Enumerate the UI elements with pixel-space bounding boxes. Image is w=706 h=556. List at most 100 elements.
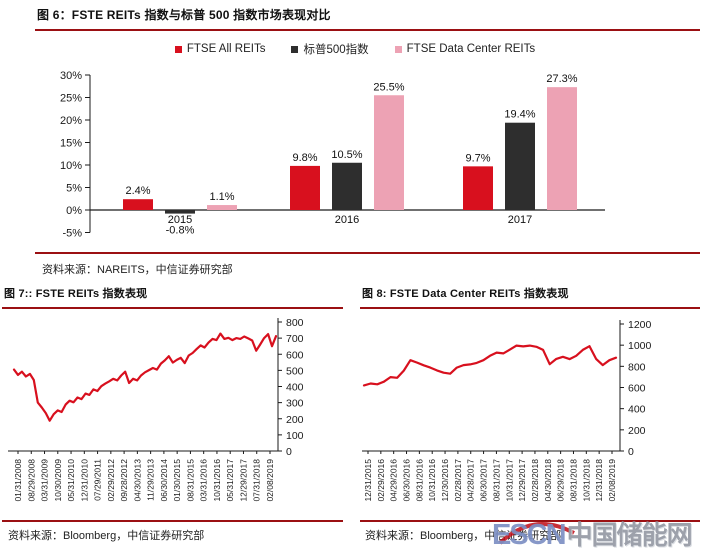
figure8-title: 图 8: FSTE Data Center REITs 指数表现: [360, 281, 700, 309]
svg-text:06/30/2014: 06/30/2014: [159, 459, 169, 502]
svg-text:11/29/2013: 11/29/2013: [146, 459, 156, 501]
legend-label: FTSE Data Center REITs: [406, 43, 536, 55]
figure7-separator: [2, 520, 343, 522]
svg-text:19.4%: 19.4%: [504, 109, 535, 121]
svg-text:08/31/2015: 08/31/2015: [185, 459, 195, 502]
svg-text:04/30/2013: 04/30/2013: [132, 459, 142, 502]
legend-swatch-icon: [394, 45, 402, 53]
svg-text:08/31/2017: 08/31/2017: [491, 459, 501, 502]
figure6-separator: [35, 252, 700, 254]
svg-text:400: 400: [286, 382, 304, 394]
figure6-source: 资料来源：NAREITS，中信证券研究部: [42, 264, 233, 276]
svg-text:600: 600: [628, 383, 646, 395]
svg-text:06/29/2018: 06/29/2018: [556, 459, 566, 502]
svg-text:400: 400: [628, 404, 646, 416]
svg-text:09/28/2012: 09/28/2012: [119, 459, 129, 502]
figure7-title: 图 7:: FSTE REITs 指数表现: [2, 281, 343, 309]
svg-text:1.1%: 1.1%: [209, 191, 234, 203]
svg-text:03/31/2016: 03/31/2016: [199, 459, 209, 502]
svg-text:9.7%: 9.7%: [465, 152, 490, 164]
figure6-legend: FTSE All REITs 标普500指数 FTSE Data Center RE…: [35, 41, 675, 57]
svg-text:12/31/2010: 12/31/2010: [79, 459, 89, 502]
legend-item: FTSE Data Center REITs: [394, 43, 536, 55]
svg-text:200: 200: [628, 425, 646, 437]
svg-text:700: 700: [286, 333, 304, 345]
svg-text:12/29/2017: 12/29/2017: [517, 459, 527, 502]
figure7-source: 资料来源：Bloomberg，中信证券研究部: [8, 530, 205, 542]
svg-text:02/08/2019: 02/08/2019: [607, 459, 617, 502]
svg-text:2016: 2016: [335, 214, 359, 226]
svg-text:04/28/2017: 04/28/2017: [466, 459, 476, 502]
legend-label: 标普500指数: [303, 44, 369, 56]
svg-text:9.8%: 9.8%: [292, 152, 317, 164]
svg-text:08/31/2016: 08/31/2016: [414, 459, 424, 502]
svg-text:02/29/2016: 02/29/2016: [376, 459, 386, 502]
svg-text:20%: 20%: [60, 115, 82, 127]
svg-text:-5%: -5%: [62, 228, 82, 240]
svg-text:12/31/2015: 12/31/2015: [363, 459, 373, 502]
svg-text:10/31/2017: 10/31/2017: [504, 459, 514, 502]
svg-text:300: 300: [286, 398, 304, 410]
figure6-bar-chart: 30% 25% 20% 15% 10% 5% 0% -5% 2.4% -0.8% 1.1% 2015 9…: [60, 70, 605, 240]
legend-item: FTSE All REITs: [174, 43, 266, 55]
svg-text:10%: 10%: [60, 160, 82, 172]
svg-text:07/31/2018: 07/31/2018: [252, 459, 262, 502]
svg-text:0: 0: [628, 446, 634, 458]
legend-swatch-icon: [291, 45, 299, 53]
svg-text:12/29/2017: 12/29/2017: [238, 459, 248, 502]
svg-text:15%: 15%: [60, 138, 82, 150]
legend-label: FTSE All REITs: [186, 43, 266, 55]
svg-text:25%: 25%: [60, 93, 82, 105]
watermark-cjk-text: 中国储能网: [566, 520, 693, 550]
svg-text:07/29/2011: 07/29/2011: [93, 459, 103, 501]
svg-text:1200: 1200: [628, 319, 652, 331]
legend-swatch-icon: [174, 45, 182, 53]
svg-text:100: 100: [286, 430, 304, 442]
svg-text:-0.8%: -0.8%: [166, 225, 195, 237]
svg-text:10/31/2016: 10/31/2016: [427, 459, 437, 502]
svg-text:2017: 2017: [508, 214, 532, 226]
svg-text:06/30/2016: 06/30/2016: [402, 459, 412, 502]
svg-text:02/29/2012: 02/29/2012: [106, 459, 116, 502]
svg-text:04/29/2016: 04/29/2016: [389, 459, 399, 502]
svg-text:05/31/2010: 05/31/2010: [66, 459, 76, 502]
svg-text:12/30/2016: 12/30/2016: [440, 459, 450, 502]
svg-text:02/28/2018: 02/28/2018: [530, 459, 540, 502]
figure8-line-chart: 1200 1000 800 600 400 200 0 12/31/2015 02/29/201…: [362, 319, 652, 502]
svg-text:04/30/2018: 04/30/2018: [543, 459, 553, 502]
svg-text:12/31/2018: 12/31/2018: [594, 459, 604, 502]
figure6-title: 图 6：FSTE REITs 指数与标普 500 指数市场表现对比: [35, 2, 700, 31]
svg-text:10/30/2009: 10/30/2009: [53, 459, 63, 502]
svg-text:800: 800: [628, 361, 646, 373]
svg-text:800: 800: [286, 317, 304, 329]
figure8-source: 资料来源：Bloomberg，中信证券研究部: [365, 530, 562, 542]
svg-text:10/31/2016: 10/31/2016: [212, 459, 222, 502]
svg-text:02/28/2017: 02/28/2017: [453, 459, 463, 502]
svg-text:5%: 5%: [66, 183, 82, 195]
svg-text:25.5%: 25.5%: [373, 81, 404, 93]
svg-text:1000: 1000: [628, 340, 652, 352]
svg-text:01/30/2015: 01/30/2015: [172, 459, 182, 502]
svg-text:06/30/2017: 06/30/2017: [479, 459, 489, 502]
svg-text:200: 200: [286, 414, 304, 426]
svg-text:10.5%: 10.5%: [331, 149, 362, 161]
figure8-separator: [360, 520, 700, 522]
svg-text:30%: 30%: [60, 70, 82, 82]
svg-text:08/29/2008: 08/29/2008: [26, 459, 36, 502]
svg-text:0%: 0%: [66, 205, 82, 217]
svg-text:01/31/2008: 01/31/2008: [13, 459, 23, 502]
svg-text:05/31/2017: 05/31/2017: [225, 459, 235, 502]
svg-text:10/31/2018: 10/31/2018: [581, 459, 591, 502]
svg-text:2.4%: 2.4%: [125, 185, 150, 197]
svg-text:02/08/2019: 02/08/2019: [265, 459, 275, 502]
figure7-line-chart: 800 700 600 500 400 300 200 100 0 01/31/2008 08/29…: [8, 317, 304, 502]
svg-text:600: 600: [286, 349, 304, 361]
legend-item: 标普500指数: [291, 41, 369, 57]
svg-text:500: 500: [286, 365, 304, 377]
svg-text:08/31/2018: 08/31/2018: [568, 459, 578, 502]
svg-text:0: 0: [286, 446, 292, 458]
svg-text:03/31/2009: 03/31/2009: [40, 459, 50, 502]
svg-text:2015: 2015: [168, 214, 192, 226]
svg-text:27.3%: 27.3%: [546, 73, 577, 85]
